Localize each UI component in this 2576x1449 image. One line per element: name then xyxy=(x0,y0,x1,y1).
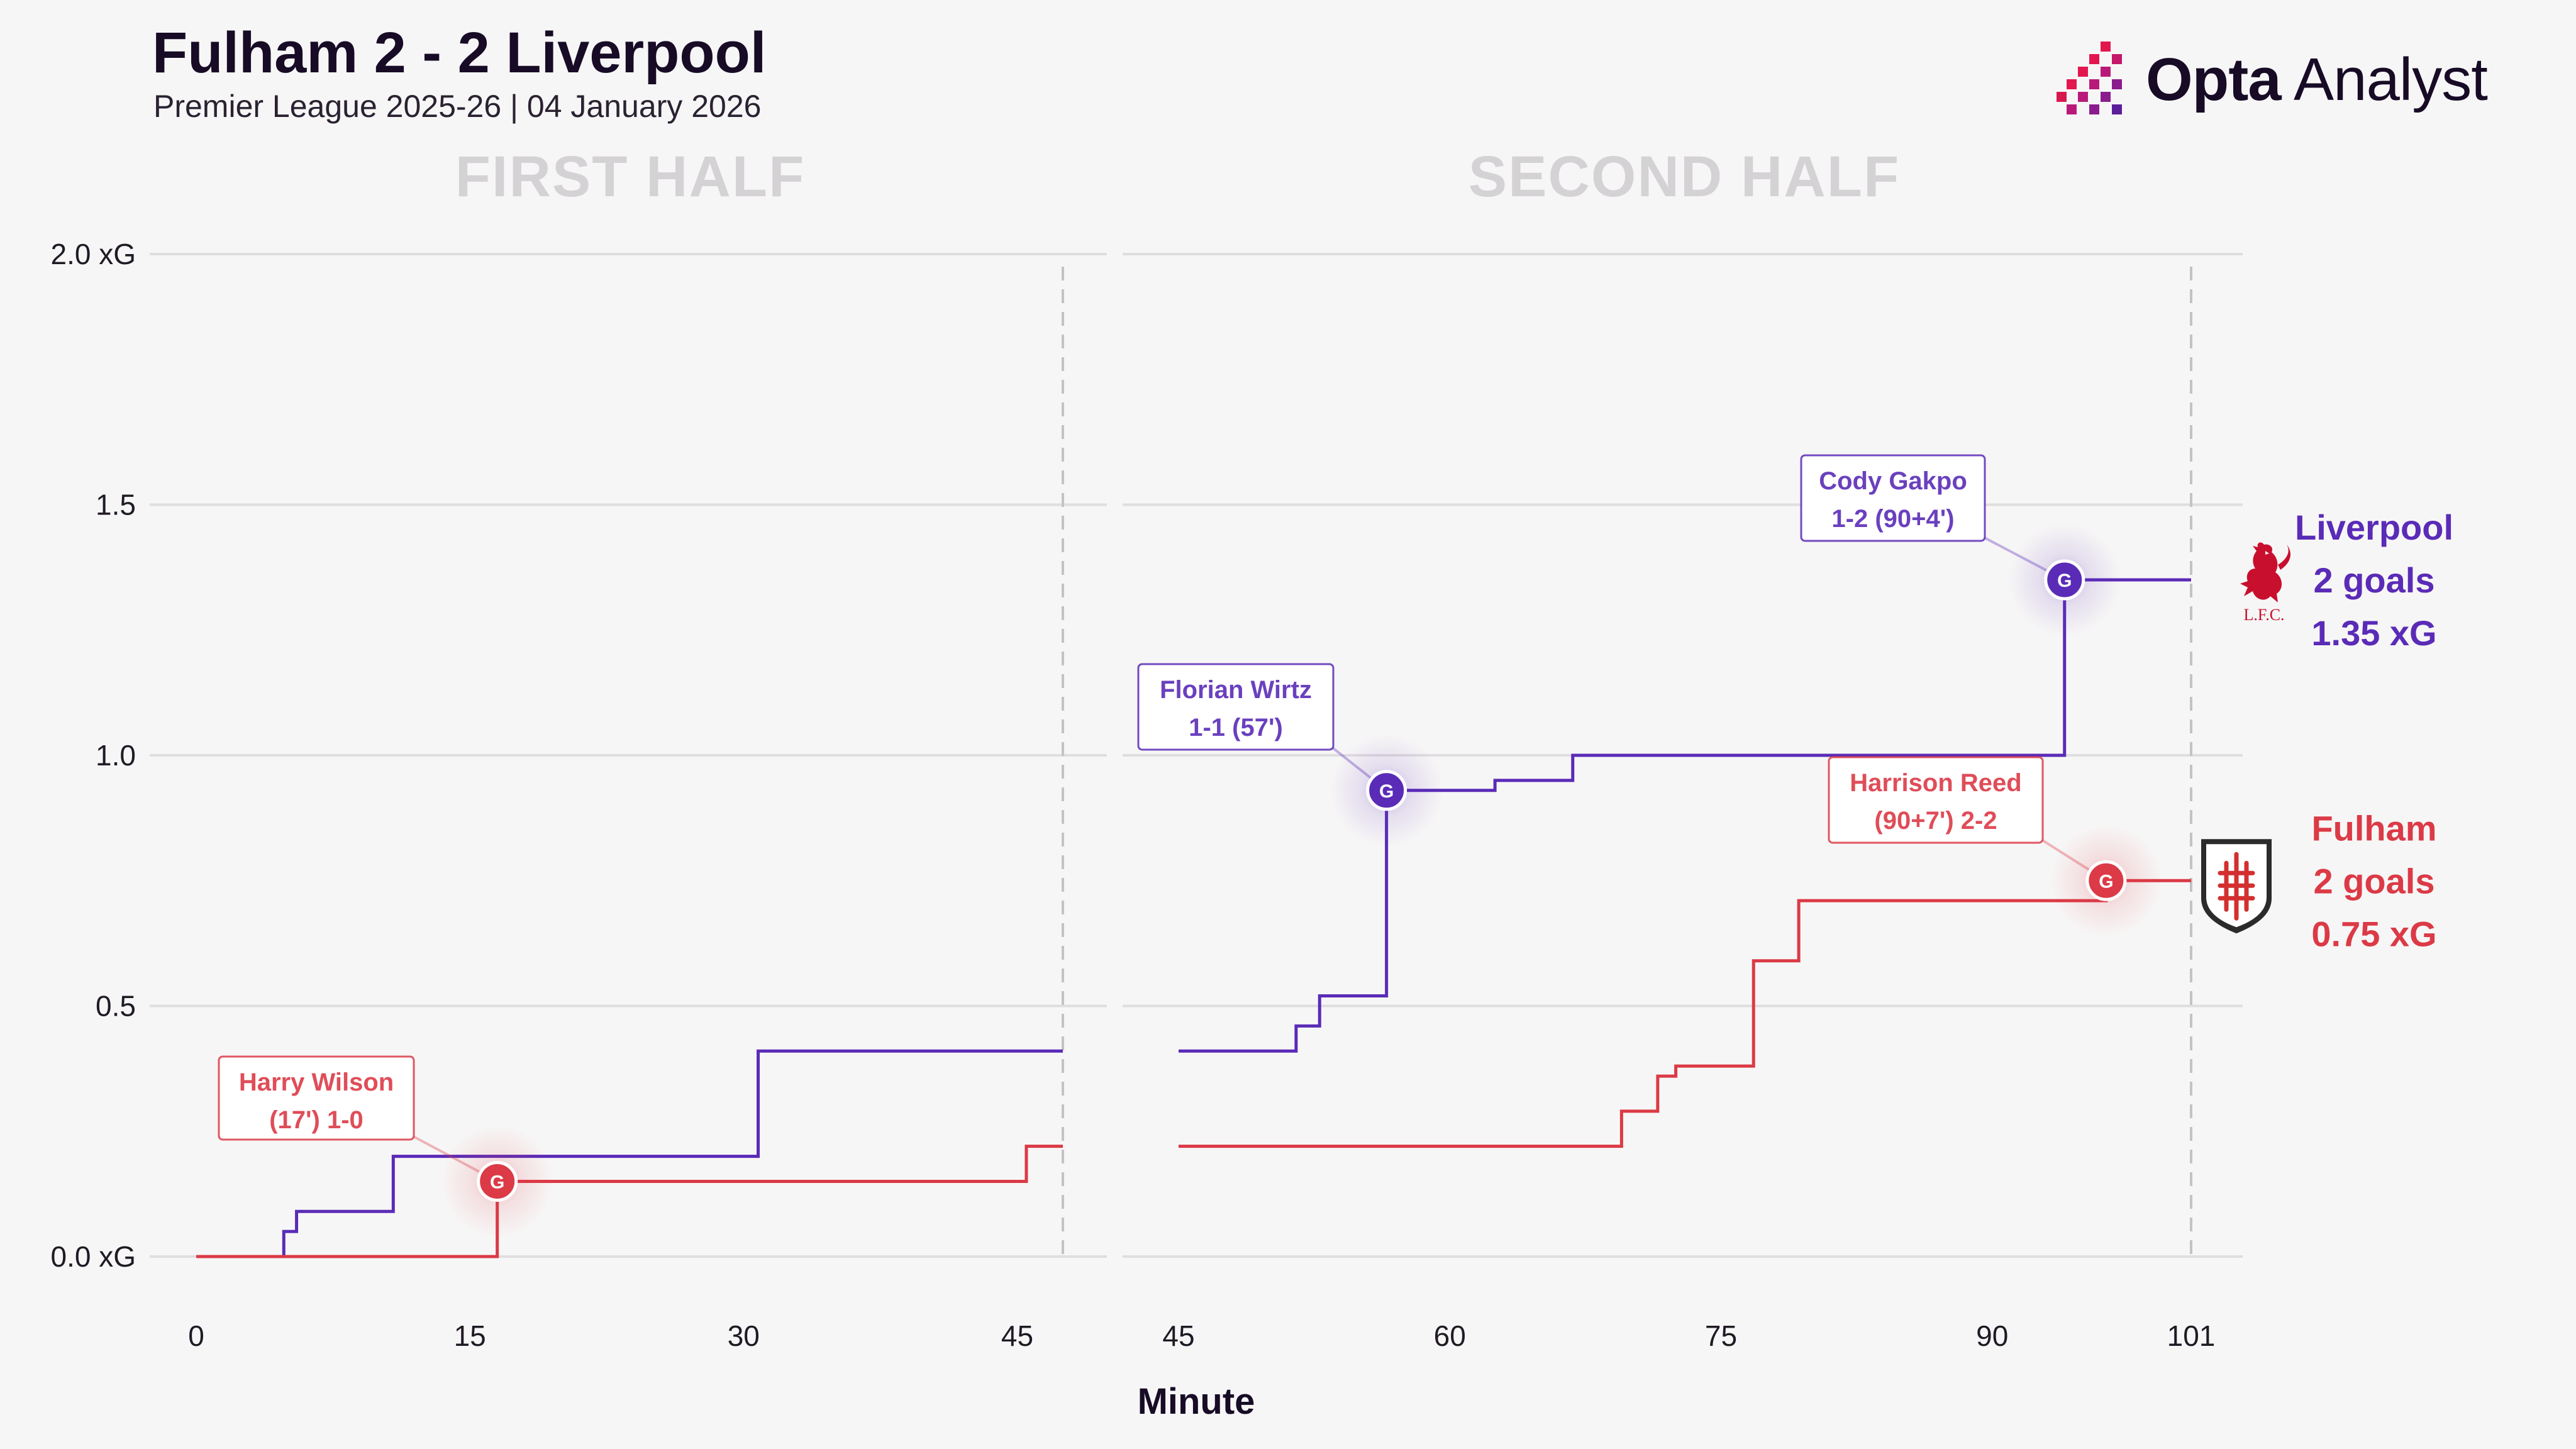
chart-title: Fulham 2 - 2 Liverpool xyxy=(152,21,767,85)
y-tick-label: 2.0 xG xyxy=(50,238,136,270)
brand-light: Analyst xyxy=(2280,46,2488,113)
goal-label-score: (17') 1-0 xyxy=(269,1106,364,1134)
opta-analyst-logo: Opta Analyst xyxy=(2057,39,2488,121)
liverbird-wing xyxy=(2278,545,2290,570)
goal-marker-letter: G xyxy=(490,1172,504,1192)
brand-bold: Opta xyxy=(2146,46,2282,113)
opta-logo-icon xyxy=(2057,42,2122,114)
goal-marker xyxy=(2044,559,2085,601)
y-tick-label: 1.5 xyxy=(96,489,136,521)
panel-title: SECOND HALF xyxy=(1468,145,1900,209)
panel-title: FIRST HALF xyxy=(455,145,806,209)
x-tick-label: 90 xyxy=(1976,1319,2008,1352)
x-tick-label: 75 xyxy=(1705,1319,1737,1352)
team-summary-text: 1.35 xG xyxy=(2311,613,2436,653)
goal-marker-letter: G xyxy=(1379,781,1394,802)
y-tick-label: 1.0 xyxy=(96,739,136,772)
goal-label-box xyxy=(1137,663,1335,751)
opta-analyst-wordmark: Opta Analyst xyxy=(2146,45,2488,114)
goal-label-player: Harrison Reed xyxy=(1850,769,2021,797)
goal-label-score: 1-1 (57') xyxy=(1189,714,1283,741)
chart-subtitle: Premier League 2025-26 | 04 January 2026 xyxy=(153,89,762,124)
goal-label-score: (90+7') 2-2 xyxy=(1874,807,1997,835)
fulham-xg-step-line xyxy=(1179,879,2191,1148)
x-tick-label: 15 xyxy=(454,1319,486,1352)
team-summary-text: 2 goals xyxy=(2314,560,2435,600)
goal-marker xyxy=(477,1160,518,1202)
fulham-xg-step-line xyxy=(196,1145,1063,1258)
liverbird-shape xyxy=(2240,542,2282,603)
liverbird-crest-icon: L.F.C. xyxy=(2240,542,2290,624)
x-tick-label: 60 xyxy=(1434,1319,1466,1352)
goal-label-box xyxy=(1800,454,1986,542)
x-tick-label: 101 xyxy=(2167,1319,2216,1352)
fulham-crest-mark xyxy=(2218,852,2255,921)
fulham-crest-icon xyxy=(2201,839,2272,934)
goal-label-player: Cody Gakpo xyxy=(1819,467,1967,495)
team-summary-text: 2 goals xyxy=(2314,861,2435,901)
liverbird-crest-text: L.F.C. xyxy=(2243,606,2284,624)
goal-marker-letter: G xyxy=(2099,871,2113,892)
x-tick-label: 0 xyxy=(188,1319,204,1352)
team-summary-text: Liverpool xyxy=(2295,508,2453,547)
goal-label-box xyxy=(1828,756,2044,844)
goal-marker-letter: G xyxy=(2057,570,2072,591)
y-tick-label: 0.5 xyxy=(96,990,136,1023)
goal-marker xyxy=(1366,770,1407,811)
goal-label-player: Harry Wilson xyxy=(239,1069,394,1096)
y-tick-label: 0.0 xG xyxy=(50,1240,136,1273)
goal-label-score: 1-2 (90+4') xyxy=(1831,505,1954,533)
goal-label-player: Florian Wirtz xyxy=(1160,676,1312,704)
team-summary-text: 0.75 xG xyxy=(2311,914,2436,953)
x-tick-label: 45 xyxy=(1001,1319,1033,1352)
goal-label-box xyxy=(218,1055,415,1141)
x-tick-label: 30 xyxy=(728,1319,760,1352)
team-summary-text: Fulham xyxy=(2311,808,2436,848)
x-axis-label: Minute xyxy=(1138,1381,1255,1422)
liverpool-xg-step-line xyxy=(196,1049,1063,1258)
x-tick-label: 45 xyxy=(1162,1319,1194,1352)
goal-marker xyxy=(2085,860,2127,901)
